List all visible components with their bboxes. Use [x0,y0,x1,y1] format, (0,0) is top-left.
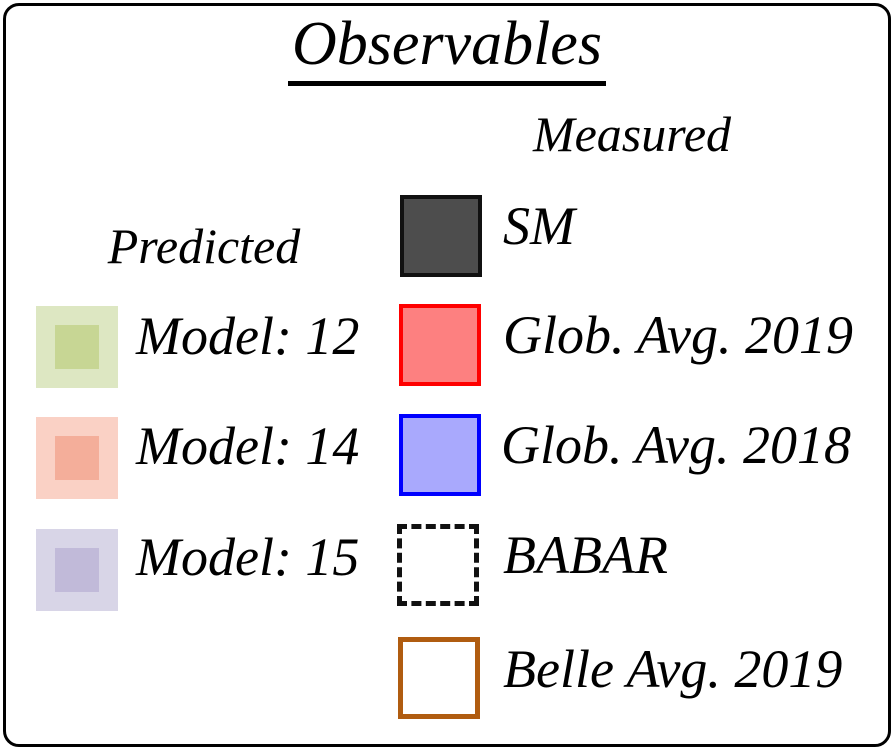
sm-label: SM [503,196,575,256]
glob-avg-2019-label: Glob. Avg. 2019 [503,305,853,365]
sm-swatch [400,195,482,277]
model-15-swatch-inner [55,548,99,592]
column-header-measured: Measured [532,106,732,162]
babar-swatch [397,524,479,606]
glob-avg-2018-label: Glob. Avg. 2018 [501,415,851,475]
belle-avg-2019-swatch [398,637,480,719]
legend-title-row: Observables [6,11,888,87]
model-14-swatch [36,417,118,499]
babar-label: BABAR [503,525,668,585]
model-12-swatch-inner [55,325,99,369]
glob-avg-2019-swatch [399,304,481,386]
column-header-predicted: Predicted [107,218,301,274]
glob-avg-2018-swatch [399,414,481,496]
model-12-swatch [36,306,118,388]
model-15-label: Model: 15 [136,527,360,587]
model-15-swatch [36,529,118,611]
belle-avg-2019-label: Belle Avg. 2019 [503,639,843,699]
model-12-label: Model: 12 [136,306,360,366]
model-14-label: Model: 14 [136,416,360,476]
legend-panel: Observables Measured Predicted Model: 12… [3,3,891,747]
legend-title: Observables [288,11,606,87]
model-14-swatch-inner [55,436,99,480]
